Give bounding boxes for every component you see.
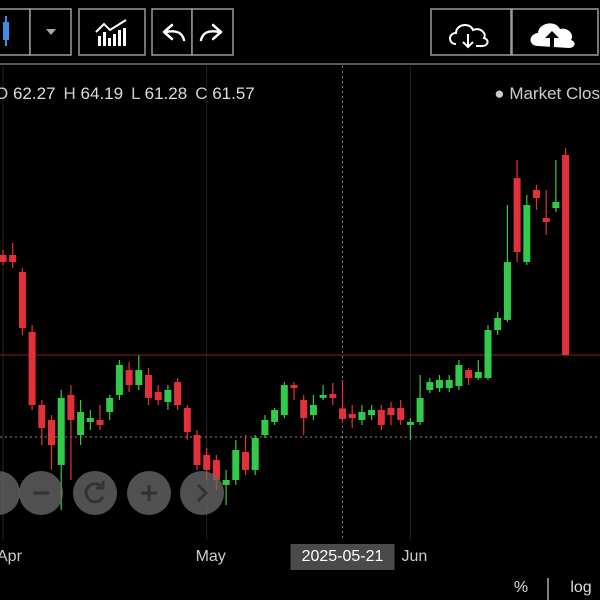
reset-zoom-button[interactable] <box>73 471 117 515</box>
market-status: ● Market Clos <box>494 84 600 104</box>
candle-body <box>9 255 17 263</box>
candle-body <box>280 385 288 416</box>
candle-body <box>474 372 482 378</box>
candle-body <box>183 408 191 432</box>
scroll-right-icon <box>196 483 209 503</box>
candle-body <box>416 397 424 422</box>
candle-body <box>523 205 531 263</box>
dropdown-arrow <box>46 29 56 35</box>
candle-body <box>339 408 346 419</box>
ohlc-value: 61.28 <box>144 84 188 103</box>
x-tick-label: Jun <box>402 548 428 565</box>
candle-body <box>86 418 94 422</box>
candle-body <box>28 331 36 405</box>
ohlc-label: L <box>131 84 140 103</box>
candle-body <box>436 379 443 389</box>
toolbar <box>0 8 600 65</box>
candle-body <box>319 394 327 398</box>
scroll-right-button[interactable] <box>180 471 224 515</box>
candle-body <box>261 420 269 435</box>
candle-body <box>77 412 85 435</box>
ohlc-value: 64.19 <box>80 84 124 103</box>
candle-body <box>348 414 356 419</box>
candle-body <box>426 382 434 390</box>
candle-body <box>503 262 511 320</box>
candle-body <box>300 400 308 419</box>
crosshair-date-label: 2025-05-21 <box>302 548 384 565</box>
candle-body <box>562 154 570 356</box>
candle-body <box>290 385 298 389</box>
ohlc-value: 62.27 <box>12 84 56 103</box>
indicators-icon <box>95 19 127 46</box>
candle-body <box>48 420 55 446</box>
candle-body <box>494 318 502 330</box>
candle-body <box>57 397 65 465</box>
candle-body <box>0 255 7 263</box>
candle-body <box>106 397 114 413</box>
candle-body <box>387 408 395 416</box>
candle-body <box>533 190 540 198</box>
candle-body <box>484 330 492 378</box>
ohlc-value: 61.57 <box>212 84 255 103</box>
candle-body <box>67 394 75 420</box>
candle-body <box>242 451 249 470</box>
candle-body <box>542 217 550 222</box>
candle-body <box>193 435 201 465</box>
download-button[interactable] <box>430 8 512 56</box>
candle-body <box>406 421 414 425</box>
candle-body <box>397 408 405 420</box>
status-dot: ● <box>494 84 505 103</box>
candle-body <box>377 409 385 425</box>
zoom-controls <box>0 471 224 515</box>
candle-body <box>135 370 143 386</box>
candle-body <box>18 271 26 329</box>
zoom-button[interactable] <box>0 471 20 515</box>
download-icon <box>449 24 489 47</box>
candle-body <box>174 382 182 405</box>
candle-body <box>125 370 133 386</box>
redo-button[interactable] <box>191 8 234 56</box>
candle-body <box>203 454 211 470</box>
candle-body <box>96 420 104 425</box>
upload-icon <box>545 31 559 48</box>
x-tick-label: Apr <box>0 548 23 565</box>
candle-body <box>552 202 560 209</box>
candle-body <box>368 409 376 416</box>
ohlc-header: O 62.27 H 64.19 L 61.28 C 61.57 <box>0 84 263 104</box>
candle-body <box>145 375 152 398</box>
download-icon <box>462 34 474 49</box>
reset-icon <box>84 481 105 504</box>
candle-body <box>154 391 162 401</box>
ohlc-label: H <box>63 84 76 103</box>
candle-body <box>232 450 240 480</box>
status-text: Market Clos <box>509 84 600 103</box>
candle-body <box>513 178 521 252</box>
candle-body <box>222 480 230 485</box>
ohlc-label: C <box>195 84 208 103</box>
undo-icon <box>162 23 186 42</box>
candle-body <box>455 364 463 386</box>
redo-icon <box>199 23 223 42</box>
log-button[interactable]: log <box>570 579 591 596</box>
candle-body <box>115 364 123 395</box>
candle-body <box>212 460 220 480</box>
candle-body <box>271 409 279 422</box>
plot <box>0 66 600 540</box>
x-tick-label: May <box>196 548 226 565</box>
percent-button[interactable]: % <box>514 579 528 596</box>
zoom-in-icon <box>141 485 157 501</box>
candle-body <box>309 405 317 416</box>
candle-body <box>329 394 337 398</box>
candle-body <box>38 405 46 428</box>
candle-body <box>251 438 259 470</box>
indicators-button[interactable] <box>78 8 146 56</box>
crosshair-date-box <box>290 544 395 570</box>
ohlc-label: O <box>0 84 9 103</box>
candle-body <box>465 370 473 378</box>
candle-body <box>445 379 453 389</box>
candle-body <box>164 390 172 402</box>
candle-body <box>358 412 366 420</box>
